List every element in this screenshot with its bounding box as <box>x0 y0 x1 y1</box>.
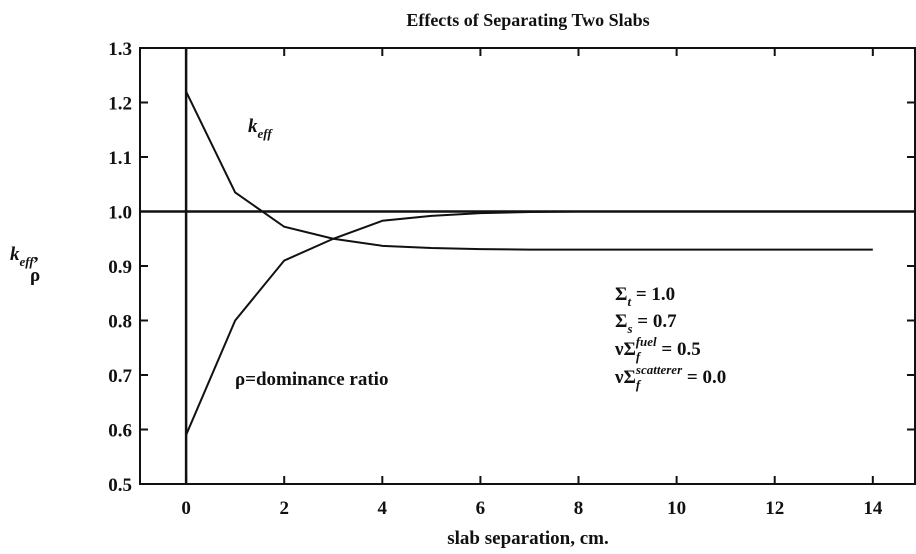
annotation-run: = 1.0 <box>631 284 675 305</box>
annotation-run: = 0.5 <box>657 339 701 360</box>
y-tick-label: 0.7 <box>108 366 132 387</box>
x-tick-label: 10 <box>667 498 686 519</box>
x-tick-label: 14 <box>863 498 883 519</box>
y-tick-label: 0.8 <box>108 312 132 333</box>
annotation: ρ <box>30 265 40 286</box>
annotation-run: Σ <box>615 311 627 332</box>
y-tick-label: 0.9 <box>108 257 132 278</box>
annotation-run: k <box>10 244 20 265</box>
y-tick-label: 0.6 <box>108 421 132 442</box>
annotation: ρ=dominance ratio <box>235 369 388 390</box>
annotation: keff <box>248 116 273 141</box>
annotation-run: s <box>626 321 632 336</box>
plot-frame <box>139 47 916 485</box>
y-tick-label: 1.0 <box>108 203 132 224</box>
annotation-run: eff <box>20 254 36 269</box>
annotation-run: eff <box>258 126 274 141</box>
annotation-run: f <box>636 349 642 364</box>
annotation: νΣffuel = 0.5 <box>614 334 701 364</box>
series-line <box>185 91 873 251</box>
x-axis-label: slab separation, cm. <box>447 528 609 549</box>
annotation-run: ρ <box>30 265 40 286</box>
annotation-run: = 0.7 <box>633 311 678 332</box>
x-tick-label: 2 <box>279 498 289 519</box>
annotation-run: scatterer <box>635 362 683 377</box>
annotation: Σs = 0.7 <box>615 311 677 336</box>
annotation-run: ρ=dominance ratio <box>235 369 388 390</box>
x-tick-label: 8 <box>574 498 584 519</box>
series-line <box>185 210 873 436</box>
annotation-run: νΣ <box>614 339 636 360</box>
y-tick-label: 1.1 <box>108 148 132 169</box>
y-tick-label: 1.3 <box>108 39 132 60</box>
chart-title: Effects of Separating Two Slabs <box>406 10 649 30</box>
y-tick-label: 0.5 <box>108 475 132 496</box>
annotation-run: , <box>34 244 39 265</box>
x-tick-label: 6 <box>476 498 486 519</box>
annotation: keff, <box>10 244 39 269</box>
x-tick-label: 0 <box>181 498 191 519</box>
annotation-run: = 0.0 <box>682 367 726 388</box>
annotation-run: Σ <box>615 284 627 305</box>
annotation-run: t <box>627 294 631 309</box>
annotation-run: k <box>248 116 258 137</box>
annotation-run: fuel <box>636 334 657 349</box>
annotation-run: f <box>636 377 642 392</box>
annotation: νΣfscatterer = 0.0 <box>614 362 726 392</box>
annotation: Σt = 1.0 <box>615 284 675 309</box>
x-tick-label: 12 <box>765 498 784 519</box>
x-tick-label: 4 <box>378 498 388 519</box>
y-tick-label: 1.2 <box>108 94 132 115</box>
annotation-run: νΣ <box>614 367 636 388</box>
